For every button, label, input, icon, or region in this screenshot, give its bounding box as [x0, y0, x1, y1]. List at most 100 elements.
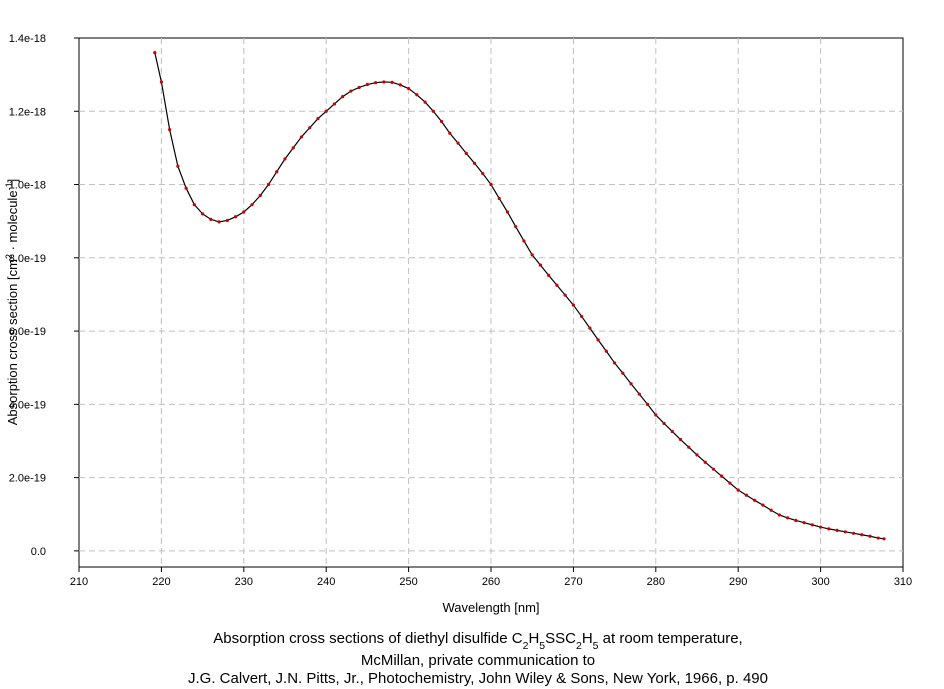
data-point: [843, 530, 847, 534]
data-point: [670, 429, 674, 434]
y-tick-label: 4.0e-19: [9, 399, 46, 411]
y-tick-label: 2.0e-19: [9, 473, 46, 485]
x-tick-label: 220: [152, 576, 170, 588]
data-point: [192, 203, 196, 207]
y-tick-label: 1.0e-18: [9, 180, 46, 192]
x-tick-label: 290: [729, 576, 747, 588]
data-point: [753, 498, 757, 502]
data-point: [341, 95, 345, 99]
data-point: [563, 293, 567, 297]
data-point: [794, 518, 798, 523]
text-part: 5: [593, 640, 599, 652]
data-point: [489, 182, 493, 187]
data-point: [761, 503, 765, 507]
x-tick-label: 260: [482, 576, 500, 588]
data-point: [431, 109, 435, 113]
data-point: [505, 210, 510, 214]
data-point: [291, 146, 295, 150]
text-part: 2: [576, 640, 582, 652]
data-point: [423, 100, 427, 104]
data-point: [744, 493, 749, 497]
data-point: [547, 273, 551, 277]
data-point: [678, 437, 683, 442]
text-part: -1: [4, 182, 14, 190]
data-point: [629, 382, 633, 386]
data-point: [176, 164, 180, 168]
data-point: [448, 131, 452, 135]
data-point: [819, 525, 823, 529]
text-part: 5: [539, 640, 545, 652]
text-part: at room temperature,: [599, 630, 743, 647]
data-point: [596, 338, 600, 342]
data-point: [538, 263, 543, 267]
data-point: [621, 371, 625, 375]
data-point: [217, 220, 221, 224]
text-part: H: [528, 630, 539, 647]
caption: J.G. Calvert, J.N. Pitts, Jr., Photochem…: [188, 670, 768, 687]
data-point: [481, 171, 485, 176]
data-point: [398, 83, 402, 87]
text-part: 2: [523, 640, 529, 652]
data-point: [225, 218, 229, 223]
data-point: [299, 135, 304, 139]
x-tick-label: 300: [811, 576, 829, 588]
data-point: [868, 534, 872, 538]
data-point: [703, 460, 707, 464]
data-point: [407, 86, 411, 91]
data-point: [349, 89, 353, 93]
data-point: [390, 80, 394, 84]
data-point: [316, 116, 320, 121]
data-point: [851, 531, 856, 535]
data-point: [209, 217, 213, 221]
data-point: [728, 481, 732, 485]
x-tick-label: 270: [564, 576, 582, 588]
x-tick-label: 250: [399, 576, 417, 588]
x-tick-label: 230: [235, 576, 253, 588]
data-point: [283, 157, 287, 161]
data-point: [720, 474, 724, 478]
data-point: [184, 186, 188, 190]
data-point: [604, 349, 608, 353]
data-point: [275, 170, 279, 174]
x-tick-label: 240: [317, 576, 335, 588]
y-tick-label: 0.0: [31, 546, 46, 558]
data-point: [159, 80, 163, 84]
data-point: [357, 85, 361, 90]
data-point: [588, 326, 592, 330]
y-tick-label: 1.2e-18: [9, 106, 46, 118]
data-point: [687, 445, 691, 449]
text-part: Absorption cross sections of diethyl dis…: [213, 630, 522, 647]
data-point: [153, 51, 157, 55]
data-point: [308, 126, 312, 130]
data-point: [258, 193, 262, 198]
data-point: [439, 119, 444, 124]
data-point: [654, 413, 658, 417]
data-point: [472, 161, 477, 165]
data-point: [332, 102, 337, 106]
data-point: [374, 81, 378, 85]
text-part: H: [582, 630, 593, 647]
data-point: [464, 151, 468, 155]
data-point: [522, 239, 526, 243]
x-axis-label: Wavelength [nm]: [442, 600, 539, 615]
x-tick-label: 210: [70, 576, 88, 588]
data-point: [514, 225, 518, 229]
data-point: [810, 523, 814, 527]
x-tick-label: 280: [647, 576, 665, 588]
text-part: · molecule: [5, 190, 20, 254]
data-point: [250, 203, 254, 207]
data-point: [769, 508, 773, 512]
data-point: [530, 253, 534, 257]
data-point: [695, 453, 699, 457]
data-point: [860, 533, 864, 537]
text-part: ]: [5, 179, 20, 183]
data-point: [415, 93, 419, 97]
data-point: [876, 536, 880, 540]
data-point: [645, 402, 650, 406]
data-point: [168, 127, 172, 132]
data-point: [555, 283, 559, 287]
caption: Absorption cross sections of diethyl dis…: [213, 630, 742, 652]
data-point: [201, 212, 205, 216]
